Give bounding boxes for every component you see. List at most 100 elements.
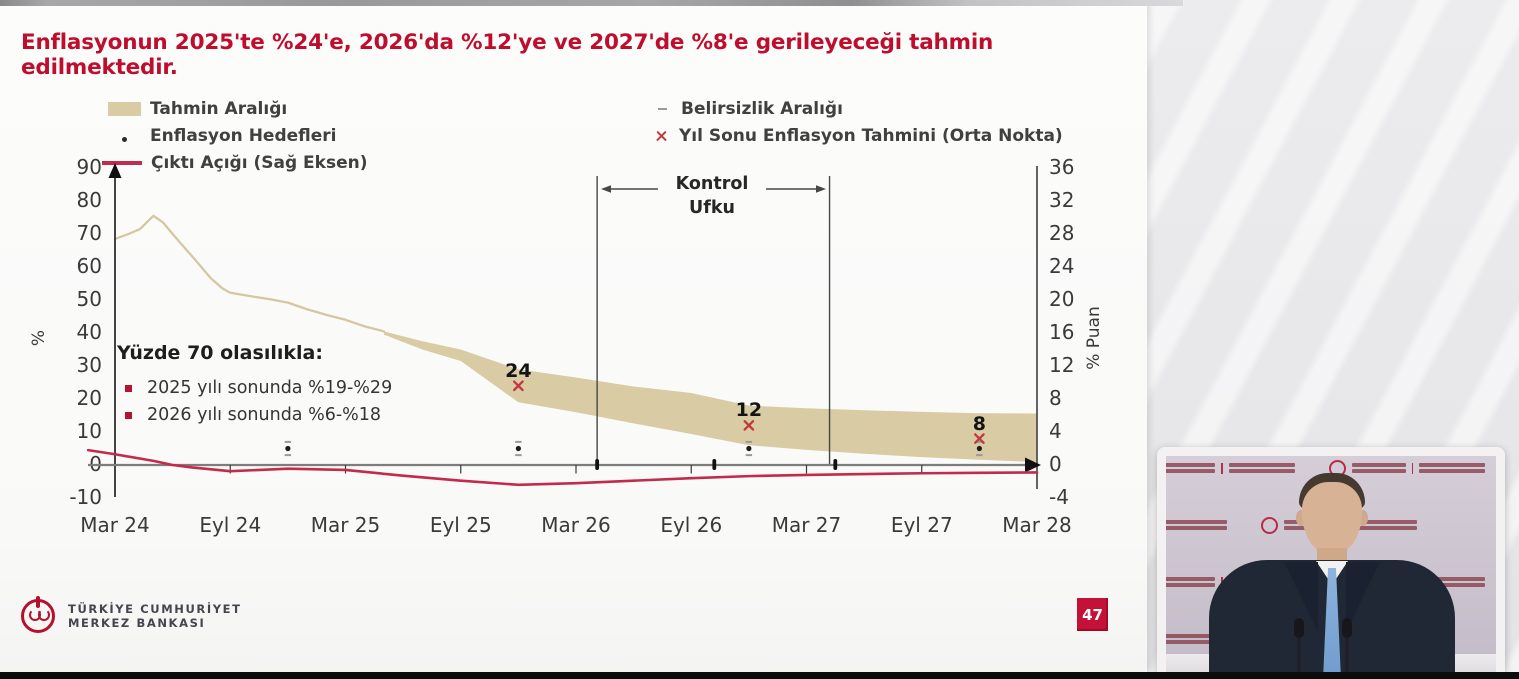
uncertainty-dash-marker: [284, 454, 292, 457]
uncertainty-dash-marker: [515, 454, 522, 457]
forecast-band: [383, 331, 1038, 463]
probability-note: Yüzde 70 olasılıkla: 2025 yılı sonunda %…: [117, 342, 392, 432]
right-axis-tick-label: 24: [1049, 254, 1075, 278]
probability-item: 2026 yılı sonunda %6-%18: [117, 405, 392, 425]
legend-item-forecast-range: Tahmin Aralığı: [108, 97, 287, 121]
logo-arc: [38, 609, 50, 621]
inflation-target-dot: [976, 445, 982, 452]
inflation-target-dot: [746, 445, 752, 452]
window-top-edge: [0, 0, 1183, 6]
logo-bar: [36, 596, 40, 608]
x-axis-tick-label: Mar 26: [541, 513, 611, 537]
y-axis-arrow-icon: [108, 163, 122, 178]
left-axis-tick-label: 50: [76, 287, 102, 311]
legend-label: Tahmin Aralığı: [150, 99, 288, 119]
forecast-x-marker: [743, 420, 755, 431]
right-axis-tick-label: 4: [1049, 419, 1062, 443]
left-axis-tick-label: 10: [76, 419, 102, 443]
output-gap-line: [86, 448, 1039, 487]
uncertainty-dash-marker: [515, 440, 522, 443]
logo-text-bars: [1419, 577, 1486, 587]
legend-item-output-gap: Çıktı Açığı (Sağ Eksen): [102, 151, 368, 175]
uncertainty-dash-marker: [976, 454, 983, 457]
right-axis-tick-label: 12: [1049, 353, 1075, 377]
right-axis-tick-label: 16: [1049, 320, 1075, 344]
forecast-midpoint-value: 12: [735, 399, 763, 422]
dash-icon: [658, 107, 667, 111]
right-axis-tick-label: -4: [1049, 485, 1069, 509]
left-axis-tick-label: 30: [76, 353, 102, 377]
page-number-badge: 47: [1077, 598, 1108, 631]
uncertainty-dash-marker: [745, 440, 753, 443]
microphone-icon: [1294, 618, 1304, 678]
inflation-history-line: [113, 214, 386, 333]
logo-text-bars: [1351, 463, 1406, 473]
output-gap-line-swatch: [102, 161, 142, 165]
logo-text-bars: [1166, 463, 1215, 473]
backdrop-logo: [1166, 630, 1227, 648]
inflation-target-dot: [515, 445, 521, 452]
inflation-target-dot: [285, 445, 291, 452]
bullet-square-icon: [125, 385, 132, 392]
logo-text-bars: [1166, 577, 1215, 587]
arrow-right-icon: [816, 185, 826, 193]
legend-label: Enflasyon Hedefleri: [150, 126, 337, 146]
left-axis-tick-label: 40: [76, 320, 102, 344]
logo-text-bars: [1351, 520, 1418, 530]
uncertainty-dash-marker: [284, 440, 292, 443]
speaker-face: [1302, 482, 1362, 554]
left-axis-tick-label: 80: [76, 188, 102, 212]
logo-text-bars: [1228, 463, 1295, 473]
speaker: [1166, 456, 1496, 679]
logo-divider: [1221, 462, 1223, 474]
uncertainty-dash-marker: [745, 454, 753, 457]
legend-label: Çıktı Açığı (Sağ Eksen): [151, 153, 368, 173]
legend-item-uncertainty-range: Belirsizlik Aralığı: [654, 97, 843, 121]
axis-thick-mark: [595, 459, 600, 470]
legend-item-inflation-targets: Enflasyon Hedefleri: [108, 124, 337, 148]
forecast-midpoint-value: 8: [972, 412, 986, 435]
x-axis-tick-label: Eyl 26: [660, 513, 723, 537]
forecast-x-marker: [974, 433, 985, 444]
probability-text: 2025 yılı sonunda %19-%29: [147, 378, 393, 398]
control-horizon-label: Kontrol Ufku: [660, 173, 764, 220]
right-axis-tick-label: 28: [1049, 221, 1075, 245]
left-axis-tick-label: 60: [76, 254, 102, 278]
x-axis-tick-label: Eyl 24: [199, 513, 262, 537]
fan-chart: [86, 163, 1041, 497]
tcmb-mini-logo-icon: [1260, 516, 1278, 534]
legend-label: Yıl Sonu Enflasyon Tahmini (Orta Nokta): [679, 126, 1063, 146]
logo-text-bars: [1419, 463, 1486, 473]
dot-icon: [122, 136, 127, 142]
tcmb-logo-icon: [20, 596, 60, 636]
axis-thick-mark: [833, 459, 838, 470]
probability-item: 2025 yılı sonunda %19-%29: [117, 378, 392, 398]
speaker-ear: [1296, 510, 1306, 526]
x-axis-tick-label: Eyl 27: [890, 513, 953, 537]
letterbox-bar: [0, 672, 1519, 679]
control-horizon-line1: Kontrol: [675, 174, 749, 194]
backdrop-logo: [1166, 459, 1295, 477]
axis-thick-mark: [712, 459, 717, 470]
target-dot-swatch: [108, 127, 141, 146]
speaker-video-panel: [1157, 447, 1505, 679]
x-axis-tick-label: Mar 25: [310, 513, 381, 537]
x-axis-tick-label: Mar 27: [771, 513, 842, 537]
speaker-ear: [1358, 510, 1368, 526]
right-axis-tick-label: 0: [1049, 452, 1062, 476]
arrow-left-icon: [601, 185, 611, 193]
legend-label: Belirsizlik Aralığı: [681, 99, 843, 119]
bank-name: TÜRKİYE CUMHURİYET MERKEZ BANKASI: [68, 602, 242, 630]
right-axis-tick-label: 8: [1049, 386, 1062, 410]
backdrop-logo-row: [1166, 459, 1496, 477]
microphone-icon: [1342, 618, 1352, 678]
left-axis-tick-label: 20: [76, 386, 102, 410]
speaker-tie: [1323, 568, 1341, 679]
left-axis-tick-label: -10: [69, 485, 102, 509]
probability-title: Yüzde 70 olasılıkla:: [117, 342, 323, 364]
probability-text: 2026 yılı sonunda %6-%18: [147, 405, 382, 425]
logo-text-bars: [1166, 520, 1227, 530]
backdrop-logo: [1166, 516, 1227, 534]
x-axis-tick-label: Eyl 25: [429, 513, 492, 537]
legend-item-yearend-forecast: Yıl Sonu Enflasyon Tahmini (Orta Nokta): [654, 124, 1063, 148]
